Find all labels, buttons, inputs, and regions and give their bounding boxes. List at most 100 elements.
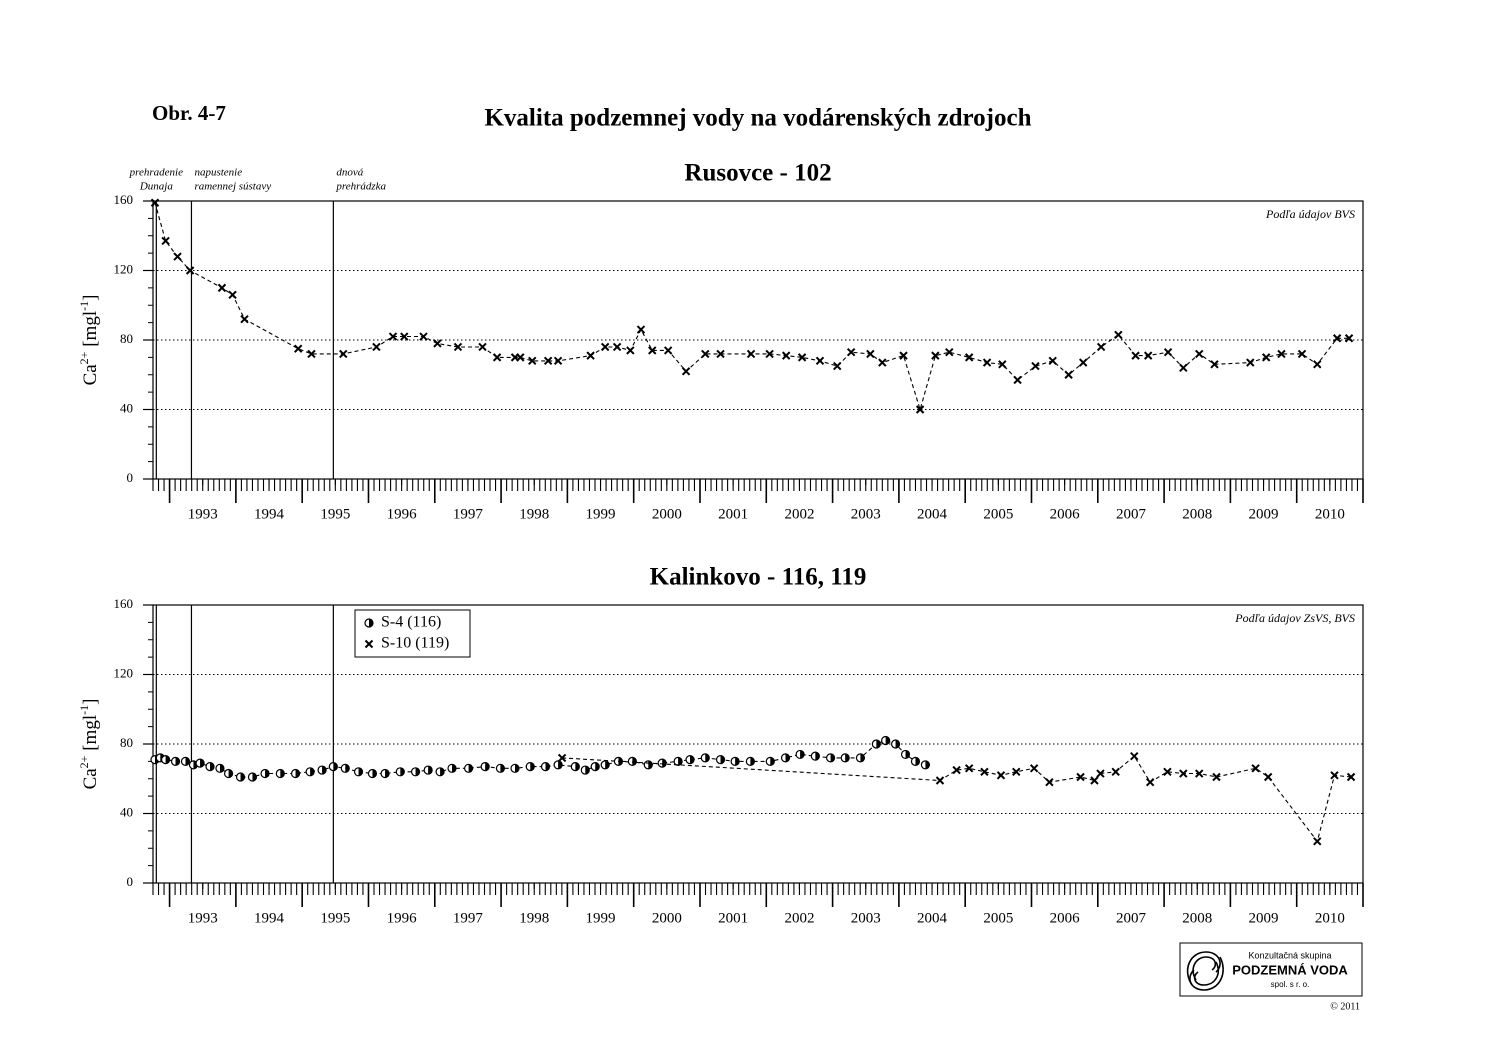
marker-half — [876, 740, 881, 748]
x-tick-label: 1999 — [586, 910, 616, 926]
point — [590, 761, 600, 772]
point — [998, 360, 1007, 369]
point — [716, 349, 725, 359]
y-label-part: ] — [80, 699, 101, 705]
point — [730, 756, 740, 766]
marker-half — [500, 764, 505, 773]
marker-half — [585, 766, 590, 775]
marker-half — [385, 769, 390, 778]
marker-x — [1346, 772, 1356, 782]
marker-x — [952, 765, 961, 775]
marker-x — [612, 342, 622, 352]
point — [871, 739, 881, 749]
marker-x — [982, 358, 992, 367]
y-tick-label: 120 — [114, 261, 134, 276]
x-tick-label: 1994 — [254, 506, 285, 522]
point — [543, 356, 553, 366]
marker-half — [252, 773, 257, 782]
point — [643, 760, 653, 770]
marker-half — [369, 619, 373, 627]
y-tick-label: 160 — [114, 192, 134, 207]
point — [1130, 751, 1139, 761]
point — [492, 353, 502, 362]
marker-x — [996, 771, 1006, 780]
marker-half — [925, 760, 930, 769]
marker-x — [797, 353, 807, 362]
point — [328, 761, 338, 772]
point — [1346, 772, 1356, 782]
point — [228, 290, 237, 300]
marker-x — [1163, 767, 1172, 777]
point — [673, 756, 683, 766]
marker-x — [1246, 358, 1255, 367]
legend-box — [354, 609, 471, 658]
marker-x — [746, 349, 756, 359]
point — [480, 761, 490, 772]
point — [825, 753, 836, 763]
event-label: dnová — [336, 167, 363, 179]
marker-x — [433, 339, 442, 348]
marker-x — [1163, 347, 1173, 357]
point — [952, 765, 961, 775]
marker-x — [716, 349, 725, 359]
x-tick-label: 2001 — [718, 910, 748, 926]
point — [1029, 764, 1039, 773]
x-tick-label: 1993 — [188, 506, 218, 522]
point — [553, 356, 563, 366]
marker-x — [419, 332, 428, 341]
x-tick-label: 1995 — [320, 506, 350, 522]
marker-half — [785, 753, 790, 762]
marker-x — [1297, 349, 1307, 359]
marker-x — [878, 358, 887, 367]
point — [478, 342, 487, 352]
point — [1045, 778, 1054, 787]
marker-x — [372, 342, 381, 352]
marker-half — [595, 762, 600, 771]
point — [433, 339, 442, 348]
marker-half — [830, 753, 835, 762]
y-label-part: 2+ — [77, 351, 91, 364]
x-tick-label: 1994 — [254, 910, 285, 926]
point — [570, 761, 580, 772]
event-label: napustenie — [194, 167, 242, 179]
marker-half — [372, 769, 377, 778]
marker-x — [453, 342, 463, 352]
marker-x — [1277, 349, 1286, 359]
point — [1332, 334, 1342, 343]
point — [765, 756, 775, 766]
point — [745, 756, 755, 766]
point — [260, 768, 270, 779]
x-tick-label: 2009 — [1249, 910, 1279, 926]
y-tick-label: 80 — [120, 331, 133, 346]
marker-half — [605, 760, 610, 769]
x-tick-label: 2007 — [1116, 910, 1147, 926]
logo-line: Konzultačná skupina — [1248, 950, 1331, 960]
point — [435, 767, 445, 777]
marker-x — [765, 349, 774, 359]
marker-x — [815, 356, 825, 366]
point — [1131, 351, 1140, 360]
x-tick-label: 2000 — [652, 506, 682, 522]
marker-x — [600, 342, 610, 352]
marker-half — [530, 762, 535, 771]
marker-half — [219, 764, 224, 773]
marker-x — [1013, 375, 1022, 385]
y-tick-label: 120 — [114, 665, 134, 680]
point — [945, 347, 954, 357]
y-axis-label: Ca2+ [mgl-1] — [77, 699, 102, 790]
marker-half — [515, 764, 520, 773]
x-tick-label: 1996 — [387, 506, 418, 522]
point — [223, 768, 234, 779]
x-tick-label: 2010 — [1315, 506, 1345, 522]
point — [878, 358, 887, 367]
marker-half — [200, 759, 205, 768]
point — [364, 639, 374, 649]
marker-half — [690, 755, 695, 764]
x-tick-label: 2003 — [851, 910, 881, 926]
marker-x — [364, 639, 374, 649]
point — [423, 765, 433, 775]
point — [364, 618, 374, 628]
marker-x — [1212, 772, 1221, 782]
point — [1195, 349, 1204, 359]
marker-half — [345, 764, 350, 773]
